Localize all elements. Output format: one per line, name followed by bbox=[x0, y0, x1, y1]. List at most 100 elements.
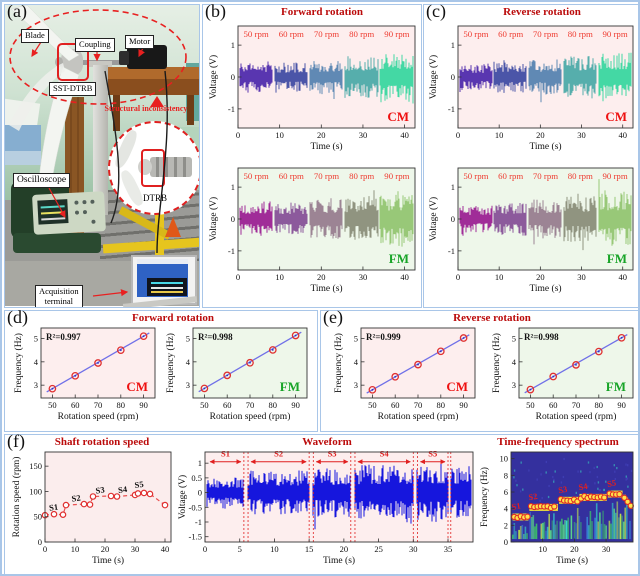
svg-text:Rotation speed (rpm): Rotation speed (rpm) bbox=[210, 411, 291, 422]
acquisition-laptop-screen bbox=[131, 255, 197, 305]
label-acquisition-terminal: Acquisition terminal bbox=[35, 285, 83, 307]
svg-text:20: 20 bbox=[340, 544, 349, 554]
svg-text:-1: -1 bbox=[448, 104, 455, 114]
bench-leg bbox=[113, 95, 120, 131]
svg-text:70 rpm: 70 rpm bbox=[533, 29, 558, 39]
chart-shaft-rotation-speed: S1 S2 S3 S4 S5 0 10 20 30 40 0 50 100 150 Time (s) Rota… bbox=[9, 448, 177, 574]
panel-d-title: Forward rotation bbox=[132, 312, 214, 324]
svg-text:S2: S2 bbox=[71, 492, 81, 503]
svg-text:FM: FM bbox=[607, 251, 627, 266]
svg-text:10: 10 bbox=[495, 130, 504, 140]
svg-text:30: 30 bbox=[359, 130, 368, 140]
svg-text:25: 25 bbox=[374, 544, 383, 554]
svg-text:Voltage (V): Voltage (V) bbox=[428, 197, 439, 241]
svg-text:20: 20 bbox=[101, 544, 110, 554]
svg-text:90 rpm: 90 rpm bbox=[603, 171, 628, 181]
panel-d: (d) Forward rotation R²=0.997 CM 50 60 70 80 9… bbox=[4, 307, 318, 432]
panel-b: (b) Forward rotation 50 rpm 60 rpm 70 rpm 8… bbox=[202, 1, 422, 308]
svg-text:S5: S5 bbox=[428, 449, 437, 459]
svg-text:Frequency (Hz): Frequency (Hz) bbox=[13, 333, 24, 393]
svg-text:10: 10 bbox=[495, 272, 504, 282]
panel-c-tag: (c) bbox=[426, 1, 446, 21]
svg-text:5: 5 bbox=[34, 334, 38, 344]
svg-text:30: 30 bbox=[131, 544, 140, 554]
svg-text:Time (s): Time (s) bbox=[556, 555, 588, 566]
svg-text:Frequency (Hz): Frequency (Hz) bbox=[491, 333, 502, 393]
svg-text:1: 1 bbox=[231, 182, 235, 192]
svg-text:60 rpm: 60 rpm bbox=[498, 171, 523, 181]
svg-text:-1: -1 bbox=[448, 246, 455, 256]
svg-text:30: 30 bbox=[577, 272, 586, 282]
panel-c: (c) Reverse rotation 50 rpm 60 rpm 70 rpm 8… bbox=[423, 1, 638, 308]
svg-text:10: 10 bbox=[275, 272, 284, 282]
svg-text:Time (s): Time (s) bbox=[310, 283, 342, 294]
svg-text:1: 1 bbox=[451, 40, 455, 50]
svg-text:0: 0 bbox=[456, 130, 460, 140]
panel-f-tfs-title: Time-frequency spectrum bbox=[497, 436, 619, 448]
svg-text:40: 40 bbox=[161, 544, 170, 554]
tower-pole bbox=[93, 65, 108, 215]
svg-text:3: 3 bbox=[354, 380, 358, 390]
chart-reverse-cm-voltage: 50 rpm 60 rpm 70 rpm 80 rpm 90 rpm CM 0 10 20 30 4… bbox=[424, 19, 638, 158]
wood-bench bbox=[105, 67, 199, 79]
label-sst-dtrb: SST-DTRB bbox=[49, 82, 97, 96]
svg-text:80 rpm: 80 rpm bbox=[568, 171, 593, 181]
svg-text:10: 10 bbox=[538, 544, 547, 554]
svg-text:30: 30 bbox=[602, 544, 611, 554]
chart-forward-fm-voltage: 50 rpm 60 rpm 70 rpm 80 rpm 90 rpm FM 0 10 20 30 4… bbox=[203, 161, 421, 300]
svg-text:50: 50 bbox=[34, 512, 43, 522]
svg-text:20: 20 bbox=[536, 272, 545, 282]
svg-text:5: 5 bbox=[512, 334, 516, 344]
svg-text:S3: S3 bbox=[557, 484, 568, 495]
panel-f-tag: (f) bbox=[7, 431, 25, 451]
svg-text:70: 70 bbox=[94, 400, 103, 410]
svg-text:S2: S2 bbox=[528, 491, 539, 502]
motor-device bbox=[127, 45, 167, 69]
svg-text:S4: S4 bbox=[117, 484, 128, 495]
turbine-hub-nose bbox=[55, 57, 63, 67]
panel-b-tag: (b) bbox=[205, 1, 226, 21]
svg-text:40: 40 bbox=[618, 130, 627, 140]
svg-text:Time (s): Time (s) bbox=[323, 555, 355, 566]
svg-text:90: 90 bbox=[459, 400, 468, 410]
svg-text:50 rpm: 50 rpm bbox=[244, 171, 269, 181]
label-structural-inconsistency: Structural inconsistency bbox=[104, 104, 188, 113]
svg-text:FM: FM bbox=[280, 379, 300, 394]
svg-text:1: 1 bbox=[198, 458, 202, 468]
svg-text:CM: CM bbox=[605, 109, 627, 124]
panel-d-tag: (d) bbox=[7, 307, 28, 327]
panel-e-tag: (e) bbox=[323, 307, 343, 327]
svg-text:50: 50 bbox=[200, 400, 209, 410]
svg-text:0: 0 bbox=[236, 130, 240, 140]
svg-text:Frequency (Hz): Frequency (Hz) bbox=[479, 467, 490, 527]
svg-text:10: 10 bbox=[500, 454, 509, 464]
svg-text:S1: S1 bbox=[221, 449, 230, 459]
svg-text:-1.5: -1.5 bbox=[189, 532, 202, 542]
svg-text:0: 0 bbox=[231, 72, 235, 82]
photo-annotations bbox=[9, 9, 187, 297]
svg-text:1: 1 bbox=[451, 182, 455, 192]
chart-forward-cm-fit: R²=0.997 CM 50 60 70 80 90 3 4 5 Rotation speed (r… bbox=[11, 323, 161, 429]
svg-text:50: 50 bbox=[48, 400, 57, 410]
svg-text:-0.5: -0.5 bbox=[189, 502, 202, 512]
svg-text:20: 20 bbox=[317, 130, 326, 140]
svg-text:30: 30 bbox=[359, 272, 368, 282]
svg-text:FM: FM bbox=[389, 251, 409, 266]
structural-arrow-triangle bbox=[150, 96, 164, 107]
inset-turbine-body bbox=[150, 157, 192, 177]
svg-text:20: 20 bbox=[570, 544, 579, 554]
svg-text:70: 70 bbox=[414, 400, 423, 410]
svg-text:70: 70 bbox=[246, 400, 255, 410]
panel-a-tag: (a) bbox=[7, 5, 27, 21]
svg-text:Frequency (Hz): Frequency (Hz) bbox=[333, 333, 344, 393]
svg-text:0: 0 bbox=[203, 544, 207, 554]
label-oscilloscope: Oscilloscope bbox=[13, 173, 71, 188]
svg-text:CM: CM bbox=[446, 379, 468, 394]
svg-text:60 rpm: 60 rpm bbox=[498, 29, 523, 39]
svg-text:-1: -1 bbox=[195, 517, 202, 527]
svg-text:20: 20 bbox=[317, 272, 326, 282]
panel-f-wave-title: Waveform bbox=[302, 436, 352, 448]
photo-table bbox=[5, 125, 41, 165]
svg-text:30: 30 bbox=[577, 130, 586, 140]
